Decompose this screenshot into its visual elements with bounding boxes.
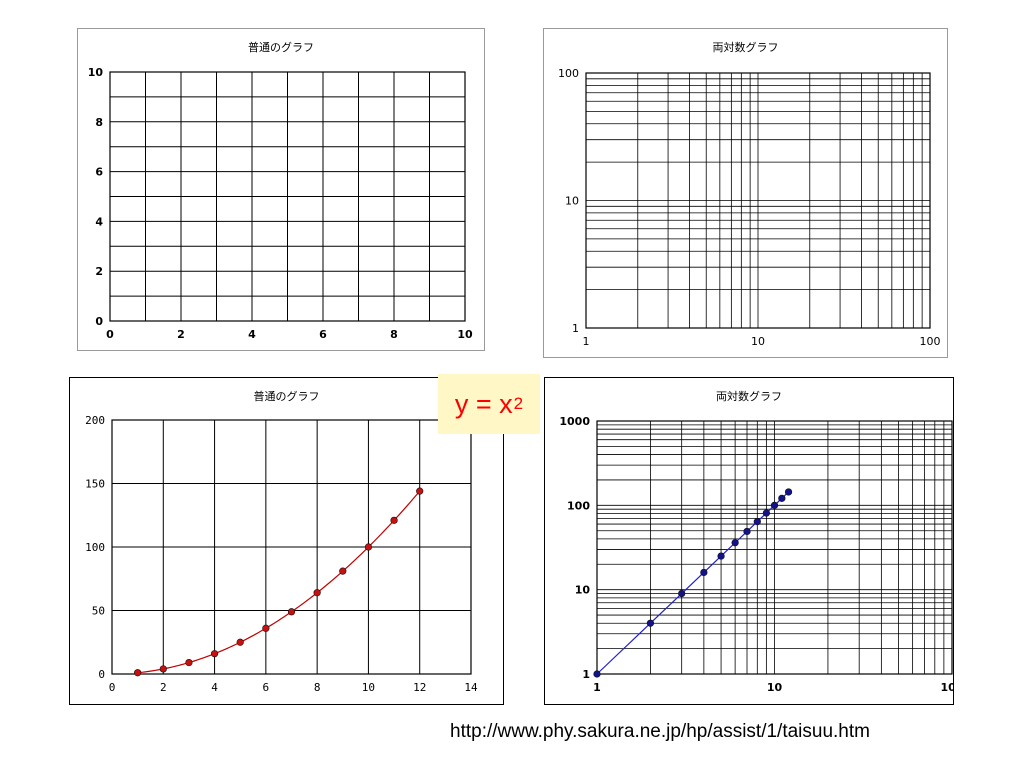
data-point (743, 527, 751, 536)
data-point (678, 589, 686, 598)
x-tick-label: 0 (106, 328, 114, 341)
y-tick-label: 200 (85, 414, 105, 427)
chart-plot: 1 10 100 1 10 100 1000 (559, 415, 953, 694)
x-tick-label: 2 (177, 328, 185, 341)
source-url: http://www.phy.sakura.ne.jp/hp/assist/1/… (450, 721, 870, 742)
y-tick-label: 1000 (559, 415, 590, 428)
y-tick-label: 0 (98, 668, 105, 681)
y-tick-label: 2 (95, 265, 103, 278)
formula-base: y = x (454, 388, 513, 419)
data-point (784, 488, 793, 496)
x-tick-label: 4 (211, 681, 218, 694)
data-point (390, 516, 398, 524)
plot-frame (585, 72, 931, 329)
data-point (717, 552, 725, 560)
data-point (236, 638, 244, 646)
y-tick-label: 8 (95, 116, 103, 129)
formula-exponent: 2 (513, 394, 524, 413)
y-tick-label: 50 (92, 605, 105, 618)
chart-title: 普通のグラフ (253, 390, 320, 403)
chart-panel-linear-empty: 普通のグラフ 0 2 4 6 8 10 0 2 4 6 8 10 (77, 28, 485, 351)
data-point (159, 665, 167, 673)
y-tick-label: 150 (85, 478, 105, 491)
x-tick-label: 6 (263, 681, 270, 694)
x-tick-label: 2 (160, 681, 167, 694)
y-tick-label: 100 (85, 541, 105, 554)
x-tick-label: 12 (413, 681, 426, 694)
x-tick-label: 10 (362, 681, 375, 694)
y-tick-label: 10 (88, 66, 104, 79)
data-point (364, 543, 373, 551)
x-tick-label: 10 (457, 328, 473, 341)
x-tick-label: 100 (920, 335, 941, 348)
data-point (731, 539, 739, 547)
series-line (137, 490, 421, 674)
y-tick-label: 10 (575, 584, 591, 597)
chart-panel-linear-parabola: 普通のグラフ 0 2 4 6 8 10 12 14 0 50 100 150 200 (69, 377, 504, 705)
chart-title: 両対数グラフ (716, 390, 782, 403)
plot-frame (111, 419, 472, 675)
data-point (770, 501, 779, 509)
chart-plot: 1 10 100 1 10 100 (558, 67, 941, 348)
chart-panel-loglog-parabola: 両対数グラフ 1 10 100 1 10 100 1000 (544, 377, 954, 705)
x-tick-label: 10 (751, 335, 765, 348)
x-tick-label: 4 (248, 328, 256, 341)
x-tick-label: 100 (941, 681, 953, 694)
y-tick-label: 1 (572, 322, 579, 335)
x-tick-label: 14 (464, 681, 478, 694)
chart-plot: 0 2 4 6 8 10 12 14 0 50 100 150 200 (85, 414, 478, 694)
data-point (134, 669, 142, 677)
x-tick-label: 6 (319, 328, 327, 341)
data-point (753, 518, 761, 526)
x-tick-label: 8 (314, 681, 321, 694)
chart-title: 普通のグラフ (248, 41, 314, 54)
x-tick-label: 8 (390, 328, 398, 341)
plot-frame (109, 71, 466, 322)
data-point (339, 567, 347, 575)
plot-frame (596, 420, 953, 675)
data-point (287, 608, 296, 616)
x-tick-label: 0 (109, 681, 116, 694)
y-tick-label: 0 (95, 315, 103, 328)
data-point (210, 650, 219, 658)
y-tick-label: 1 (582, 668, 590, 681)
x-tick-label: 1 (593, 681, 601, 694)
data-point (262, 624, 270, 632)
y-tick-label: 10 (565, 195, 579, 208)
x-tick-label: 1 (583, 335, 590, 348)
data-point (762, 509, 770, 517)
data-point (416, 487, 424, 495)
y-tick-label: 100 (558, 67, 579, 80)
data-point (646, 619, 655, 627)
y-tick-label: 4 (95, 215, 103, 228)
y-tick-label: 6 (95, 166, 103, 179)
chart-panel-loglog-empty: 両対数グラフ 1 10 100 1 10 100 (543, 28, 948, 358)
data-point (778, 494, 786, 502)
data-point (313, 589, 321, 597)
data-point (593, 670, 601, 678)
chart-plot: 0 2 4 6 8 10 0 2 4 6 8 10 (88, 66, 473, 341)
data-point (700, 568, 708, 577)
x-tick-label: 10 (767, 681, 783, 694)
y-tick-label: 100 (567, 499, 590, 512)
data-point (185, 658, 193, 667)
chart-title: 両対数グラフ (712, 41, 779, 54)
